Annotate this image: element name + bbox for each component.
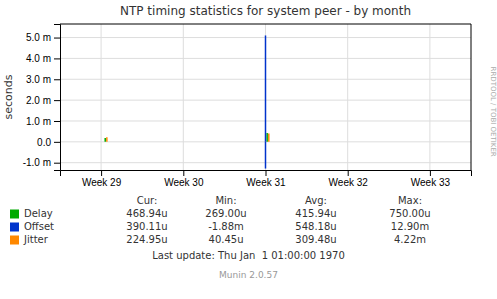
tick: 4.0 m [26, 53, 60, 64]
stats-value: 224.95u [126, 234, 167, 245]
title: NTP timing statistics for system peer - … [120, 4, 411, 18]
frame [60, 24, 471, 25]
legend-swatch [10, 236, 19, 245]
grid-line [101, 24, 102, 170]
tick-mark [54, 79, 60, 80]
stats-value: 390.11u [126, 221, 167, 232]
tick-mark [101, 170, 102, 176]
tick: 2.0 m [26, 95, 60, 106]
stats-value: 12.90m [391, 221, 429, 232]
stem [265, 142, 267, 169]
stats-value: 415.94u [295, 208, 336, 219]
tick-label: 0.0 [37, 137, 51, 148]
tick: Week 33 [411, 170, 451, 188]
grid-line [347, 24, 348, 170]
stats-value: 40.45u [209, 234, 244, 245]
stem [268, 134, 270, 142]
tick-label: 2.0 m [26, 95, 51, 106]
tick-label: 5.0 m [26, 32, 51, 43]
grid-line [429, 24, 430, 170]
stats-header: Cur: [137, 195, 158, 206]
tick: Week 30 [164, 170, 204, 188]
tick-label: Week 29 [82, 177, 122, 188]
tick-label: Week 30 [164, 177, 204, 188]
tick-mark [348, 170, 349, 176]
tick-mark [430, 170, 431, 176]
stats-value: 309.48u [295, 234, 336, 245]
frame [471, 24, 472, 170]
tick-mark [183, 170, 184, 176]
x-axis: Week 29 Week 30 Week 31 Week 32 Week 33 [61, 170, 472, 188]
tick-label: 4.0 m [26, 53, 51, 64]
legend-label: Jitter [23, 234, 49, 245]
grid-line [183, 24, 184, 170]
legend-swatch [10, 223, 19, 232]
y-axis: -1.0 m 0.0 1.0 m 2.0 m 3.0 m 4.0 m 5.0 m [23, 25, 61, 171]
axis-line [54, 25, 61, 171]
tick: Week 29 [82, 170, 122, 188]
stem [106, 137, 108, 142]
legend-label: Delay [24, 208, 53, 219]
tick: Week 31 [246, 170, 286, 188]
grid-line [265, 24, 266, 170]
tick-label: Week 33 [411, 177, 451, 188]
plot: -1.0 m 0.0 1.0 m 2.0 m 3.0 m 4.0 m 5.0 m Week 2… [23, 24, 472, 188]
tick-label: -1.0 m [23, 157, 51, 168]
grid [60, 24, 471, 170]
tick-mark [54, 100, 60, 101]
legend: Cur: Min: Avg: Max: Delay 468.94u 269.00u 415.9… [10, 195, 431, 245]
stats-header: Avg: [305, 195, 327, 206]
watermark: RRDTOOL / TOBI OETIKER [489, 67, 497, 157]
stats-header: Max: [398, 195, 422, 206]
tick: Week 32 [329, 170, 369, 188]
stats-value: -1.88m [208, 221, 244, 232]
tick: 0.0 [37, 137, 60, 148]
stats-value: 4.22m [394, 234, 426, 245]
tick-mark [54, 163, 60, 164]
tick-mark [54, 38, 60, 39]
y-label: seconds [2, 74, 15, 119]
tick-label: 1.0 m [26, 116, 51, 127]
stats-value: 468.94u [126, 208, 167, 219]
stats-value: 548.18u [295, 221, 336, 232]
tick-label: Week 31 [246, 177, 286, 188]
series [265, 35, 266, 168]
tick-label: 3.0 m [26, 74, 51, 85]
tick: -1.0 m [23, 157, 60, 168]
series [105, 133, 267, 142]
stem [266, 133, 268, 142]
tick: 3.0 m [26, 74, 60, 85]
tick-mark [54, 58, 60, 59]
stats-value: 750.00u [389, 208, 430, 219]
stem [104, 138, 106, 142]
legend-label: Offset [24, 221, 54, 232]
stats-header: Min: [215, 195, 236, 206]
last-update: Last update: Thu Jan 1 01:00:00 1970 [152, 250, 345, 261]
marks [105, 35, 269, 168]
series [107, 134, 269, 142]
tick-mark [54, 142, 60, 143]
tick: 5.0 m [26, 32, 60, 43]
stats-value: 269.00u [205, 208, 246, 219]
footer: Munin 2.0.57 [219, 270, 278, 280]
stem [265, 35, 267, 141]
tick-mark [54, 121, 60, 122]
legend-swatch [10, 210, 19, 219]
axis-line [61, 171, 472, 177]
tick: 1.0 m [26, 116, 60, 127]
chart: -1.0 m 0.0 1.0 m 2.0 m 3.0 m 4.0 m 5.0 m Week 2… [0, 0, 497, 299]
tick-mark [266, 170, 267, 176]
tick-label: Week 32 [329, 177, 369, 188]
